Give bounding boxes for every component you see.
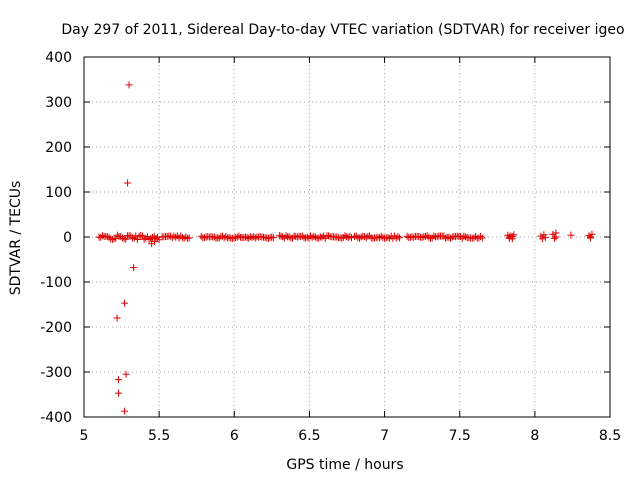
data-point (245, 234, 253, 242)
data-point (151, 238, 159, 245)
data-point (121, 407, 129, 415)
y-tick-label: 400 (45, 50, 72, 66)
y-tick-label: 0 (63, 230, 72, 246)
data-point (121, 299, 129, 307)
data-point (384, 233, 392, 241)
data-point (125, 81, 133, 89)
data-point (264, 234, 272, 242)
data-point (394, 232, 402, 240)
data-point (433, 233, 441, 241)
data-point (297, 233, 305, 241)
data-point (477, 232, 485, 240)
data-point (504, 231, 512, 239)
data-point (318, 233, 326, 241)
data-point (586, 233, 594, 241)
data-point (410, 233, 418, 241)
data-point (97, 233, 105, 241)
data-point (282, 232, 290, 240)
data-point (122, 235, 130, 243)
data-point (197, 232, 205, 240)
data-point (268, 233, 276, 241)
data-point (248, 233, 256, 241)
data-point (178, 234, 186, 242)
data-point (113, 314, 121, 322)
data-point (403, 232, 411, 240)
x-tick-label: 8.5 (599, 428, 621, 444)
data-point (310, 232, 318, 240)
data-point (447, 234, 455, 242)
data-point (124, 179, 132, 187)
x-tick-label: 6 (230, 428, 239, 444)
x-tick-label: 7 (380, 428, 389, 444)
data-point (462, 233, 470, 241)
x-tick-label: 5 (80, 428, 89, 444)
data-point (201, 234, 209, 242)
data-point (333, 233, 341, 241)
data-point (396, 234, 404, 242)
data-point (307, 232, 315, 240)
data-point (133, 235, 141, 243)
y-tick-label: -300 (40, 365, 72, 381)
data-point (460, 232, 468, 240)
data-point (251, 234, 259, 242)
data-point (225, 233, 233, 241)
data-point (235, 232, 243, 240)
data-point (98, 232, 106, 240)
data-point (541, 233, 549, 241)
data-point (172, 233, 180, 241)
data-point (567, 231, 575, 239)
y-tick-label: -100 (40, 275, 72, 291)
data-point (137, 231, 145, 239)
data-point (285, 233, 293, 241)
data-point (354, 234, 362, 242)
data-point (168, 234, 176, 242)
data-point (377, 232, 385, 240)
data-point (538, 235, 546, 243)
data-point (325, 232, 333, 240)
data-point (478, 234, 486, 242)
y-axis: 400 300 200 100 0 -100 -200 -300 -400 (40, 50, 610, 426)
data-point (152, 234, 160, 242)
data-point (108, 235, 116, 243)
chart-title: Day 297 of 2011, Sidereal Day-to-day VTE… (61, 22, 624, 38)
y-tick-label: 300 (45, 95, 72, 111)
x-tick-label: 5.5 (148, 428, 170, 444)
data-point (182, 233, 190, 241)
y-tick-label: -200 (40, 320, 72, 336)
data-point (348, 234, 356, 242)
y-tick-label: -400 (40, 410, 72, 426)
data-point (112, 234, 120, 242)
data-point (113, 231, 121, 239)
data-point (155, 236, 163, 244)
data-point (210, 233, 218, 241)
x-tick-label: 6.5 (298, 428, 320, 444)
data-point (418, 234, 426, 242)
data-point (122, 370, 130, 378)
data-point (115, 389, 123, 397)
data-point (508, 233, 516, 241)
data-point (374, 233, 382, 241)
data-point (510, 231, 518, 239)
data-point (550, 234, 558, 242)
data-point (420, 233, 428, 241)
data-point (425, 233, 433, 241)
data-point (185, 234, 193, 242)
data-point (130, 264, 138, 272)
data-point (315, 234, 323, 242)
y-axis-label: SDTVAR / TECUs (8, 181, 24, 296)
data-point (128, 234, 136, 242)
data-point (552, 233, 560, 241)
data-point (120, 235, 128, 243)
y-tick-label: 100 (45, 185, 72, 201)
x-axis-label: GPS time / hours (286, 457, 403, 473)
x-tick-label: 7.5 (449, 428, 471, 444)
data-points (95, 81, 596, 415)
y-tick-label: 200 (45, 140, 72, 156)
x-tick-label: 8 (530, 428, 539, 444)
data-point (115, 376, 123, 384)
data-point (222, 233, 230, 241)
data-point (269, 234, 277, 242)
x-axis: 5 5.5 6 6.5 7 7.5 8 8.5 (80, 57, 621, 444)
